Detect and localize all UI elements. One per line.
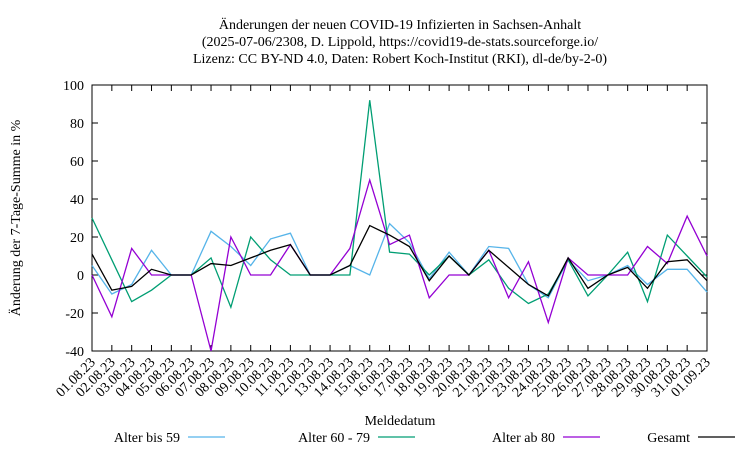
chart-title: Lizenz: CC BY-ND 4.0, Daten: Robert Koch… — [193, 52, 607, 67]
legend-label: Alter 60 - 79 — [298, 431, 370, 446]
series-line — [91, 100, 708, 310]
y-axis-label: Änderung der 7-Tage-Summe in % — [7, 119, 24, 316]
chart-title: Änderungen der neuen COVID-19 Infizierte… — [219, 16, 581, 33]
y-tick-label: 60 — [70, 155, 84, 170]
series-line — [91, 224, 708, 297]
y-tick-label: -40 — [65, 345, 84, 360]
y-tick-label: 100 — [63, 79, 84, 94]
legend-label: Alter ab 80 — [492, 431, 555, 446]
chart-title: (2025-07-06/2308, D. Lippold, https://co… — [202, 35, 598, 50]
y-tick-label: 40 — [70, 193, 84, 208]
y-tick-label: -20 — [65, 307, 84, 322]
y-tick-label: 0 — [77, 269, 84, 284]
legend-label: Alter bis 59 — [114, 431, 180, 446]
y-tick-label: 80 — [70, 117, 84, 132]
y-tick-label: 20 — [70, 231, 84, 246]
x-axis-label: Meldedatum — [365, 414, 436, 429]
series-line — [91, 177, 708, 352]
plot-border — [91, 84, 708, 352]
series-line — [91, 222, 708, 299]
legend-label: Gesamt — [647, 431, 690, 446]
